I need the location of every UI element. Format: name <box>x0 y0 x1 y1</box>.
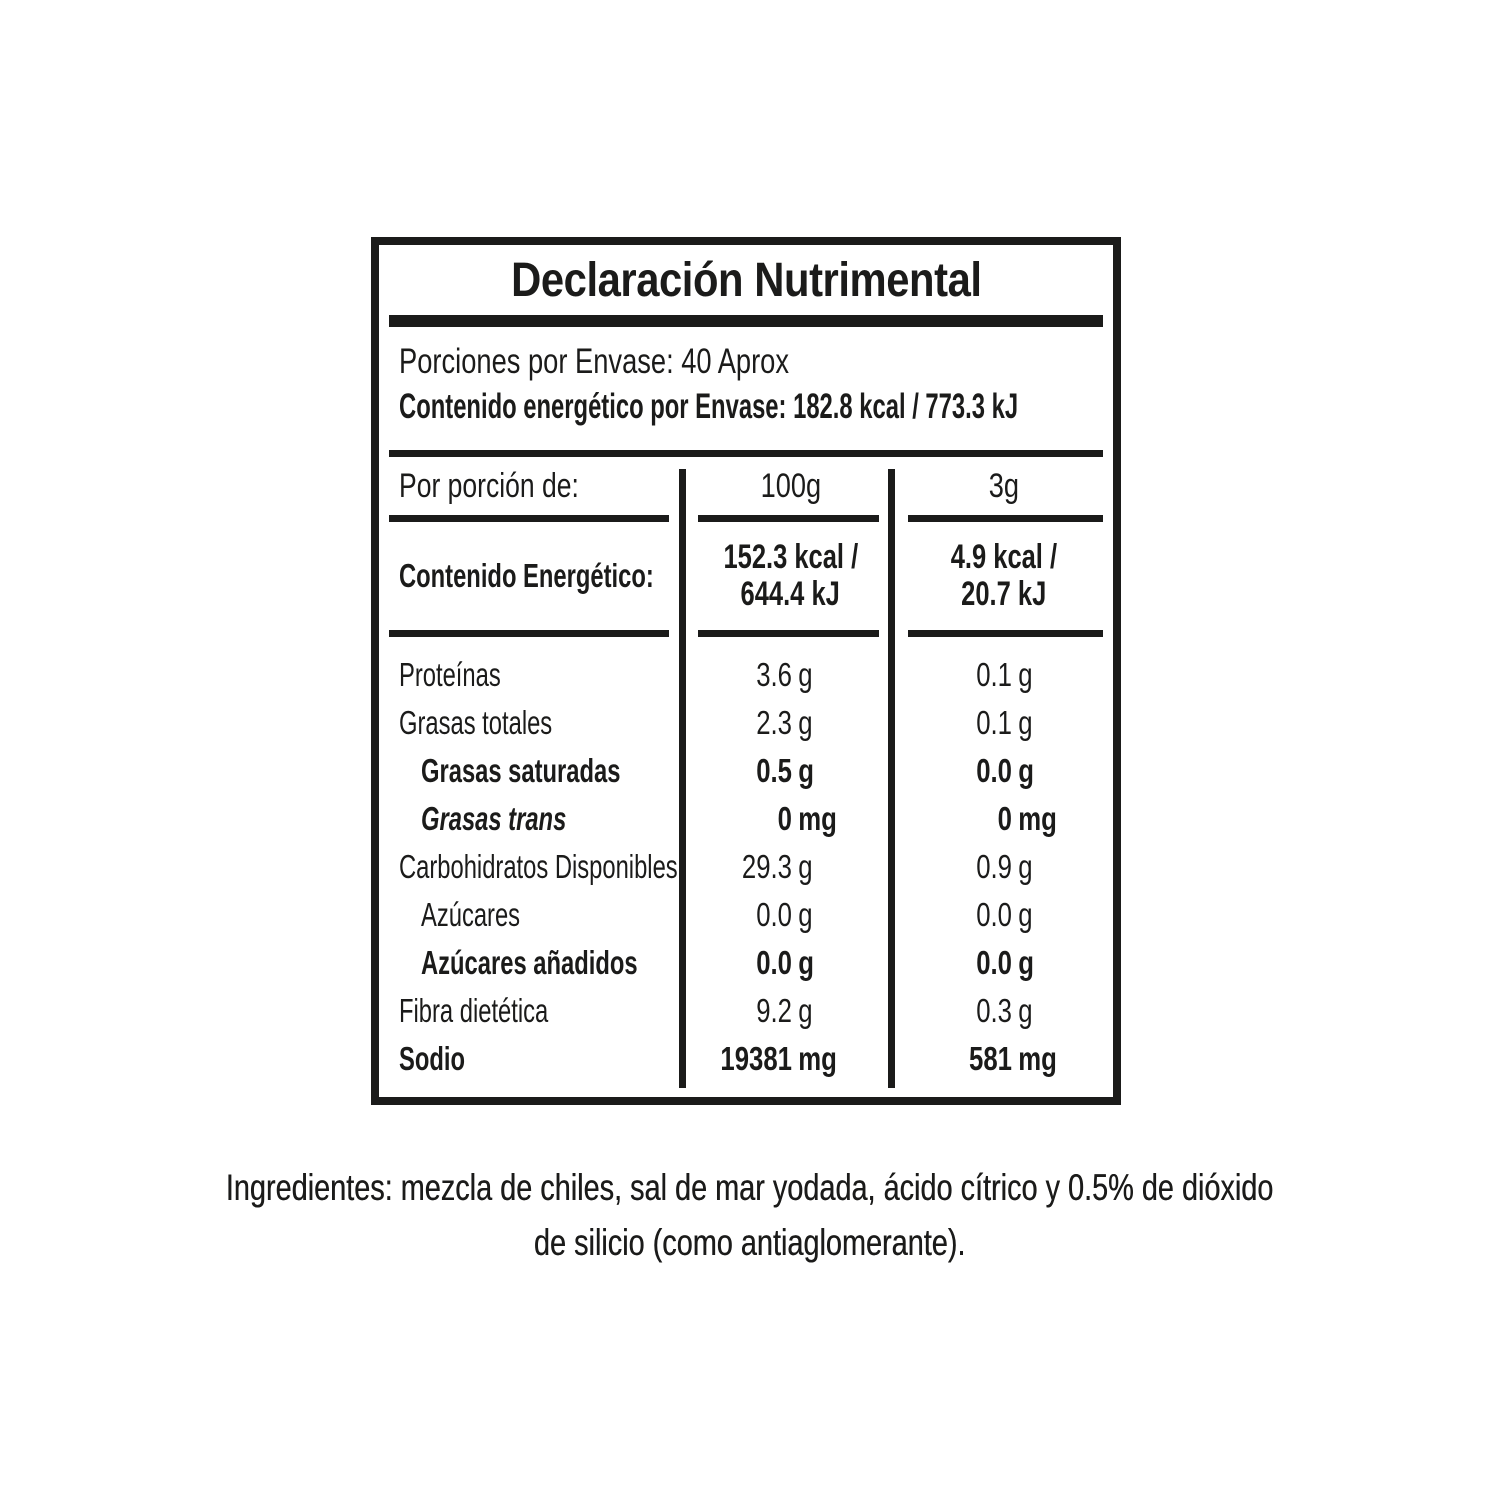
columns-grid: Por porción de: 100g 3g Contenido Energé… <box>379 457 1113 1088</box>
nutrient-value-3g: 0.0 <box>976 752 1012 789</box>
nutrient-value-100g: 0.0 <box>756 896 792 933</box>
nutrient-name: Grasas trans <box>421 800 567 837</box>
nutrient-value-100g: 19381 <box>720 1040 792 1077</box>
nutrient-value-3g: 0.3 <box>976 992 1012 1029</box>
nutrient-value-3g: 0.0 <box>976 944 1012 981</box>
nutrient-value-100g: 2.3 <box>756 704 792 741</box>
energy-label-cell: Contenido Energético: <box>379 557 686 595</box>
column-100g-label: 100g <box>760 466 821 505</box>
ingredients-line-2: de silicio (como antiaglomerante). <box>534 1222 966 1263</box>
nutrient-name: Carbohidratos Disponibles <box>399 848 678 885</box>
nutrient-name: Azúcares <box>421 896 521 933</box>
nutrient-name: Fibra dietética <box>399 992 549 1029</box>
column-divider-1 <box>679 469 686 1088</box>
nutrient-value-3g: 0.9 <box>976 848 1012 885</box>
section-divider-line <box>389 450 1103 457</box>
nutrient-value-100g: 29.3 <box>741 848 792 885</box>
nutrient-row-grasas-trans: Grasas trans 0 mg 0 mg <box>421 800 1057 837</box>
nutrient-rows: Proteínas 3.6 g 0.1 g Grasas totales 2.3 g … <box>379 637 1113 1083</box>
servings-per-package-line: Porciones por Envase: 40 Aprox <box>379 339 1113 384</box>
nutrient-name: Azúcares añadidos <box>421 944 638 981</box>
nutrient-name: Sodio <box>399 1040 465 1077</box>
nutrient-row-sodio: Sodio 19381 mg 581 mg <box>399 1040 1057 1077</box>
energy-per-package-text: Contenido energético por Envase: 182.8 k… <box>399 387 1019 426</box>
energy-content-row: Contenido Energético: 152.3 kcal / 644.4… <box>379 522 1113 630</box>
servings-per-package-text: Porciones por Envase: 40 Aprox <box>399 342 790 381</box>
nutrient-row-azucares-anadidos: Azúcares añadidos 0.0 g 0.0 g <box>421 944 1034 981</box>
column-3g-label: 3g <box>988 466 1020 505</box>
nutrient-value-3g: 581 <box>969 1040 1012 1077</box>
title-separator-bar <box>389 315 1103 327</box>
column-header-100g-cell: 100g <box>686 467 895 506</box>
package-info-section: Porciones por Envase: 40 Aprox Contenido… <box>379 327 1113 450</box>
nutrient-value-100g: 9.2 <box>756 992 792 1029</box>
nutrient-row-proteinas: Proteínas 3.6 g 0.1 g <box>399 656 1033 693</box>
energy-value-100g-cell: 152.3 kcal / 644.4 kJ <box>723 538 858 613</box>
energy-label: Contenido Energético: <box>399 557 654 594</box>
ingredients-paragraph: Ingredientes: mezcla de chiles, sal de m… <box>0 1160 1500 1270</box>
energy-per-package-line: Contenido energético por Envase: 182.8 k… <box>379 384 1113 429</box>
nutrient-row-grasas-saturadas: Grasas saturadas 0.5 g 0.0 g <box>421 752 1034 789</box>
column-divider-2 <box>888 469 895 1088</box>
nutrient-value-3g: 0.0 <box>976 896 1012 933</box>
column-header-3g-cell: 3g <box>895 467 1113 506</box>
table-title-row: Declaración Nutrimental <box>379 245 1113 315</box>
nutrient-row-grasas-totales: Grasas totales 2.3 g 0.1 g <box>399 704 1033 741</box>
nutrient-value-100g: 0.5 <box>756 752 792 789</box>
per-portion-label: Por porción de: <box>399 466 579 505</box>
nutrient-name: Grasas saturadas <box>421 752 621 789</box>
nutrient-value-3g: 0 <box>997 800 1012 837</box>
column-header-row: Por porción de: 100g 3g <box>379 457 1113 515</box>
table-title: Declaración Nutrimental <box>510 253 982 307</box>
nutrient-name: Grasas totales <box>399 704 553 741</box>
nutrient-value-3g: 0.1 <box>976 656 1012 693</box>
nutrient-name: Proteínas <box>399 656 501 693</box>
nutrient-row-fibra: Fibra dietética 9.2 g 0.3 g <box>399 992 1033 1029</box>
nutrient-value-100g: 0 <box>777 800 792 837</box>
ingredients-line-1: Ingredientes: mezcla de chiles, sal de m… <box>226 1167 1274 1208</box>
nutrient-value-100g: 3.6 <box>756 656 792 693</box>
energy-value-3g-cell: 4.9 kcal / 20.7 kJ <box>950 538 1058 613</box>
nutrition-facts-table: Declaración Nutrimental Porciones por En… <box>371 237 1121 1105</box>
column-header-label-cell: Por porción de: <box>379 467 686 506</box>
nutrient-value-3g: 0.1 <box>976 704 1012 741</box>
header-underline-row <box>379 515 1113 522</box>
nutrient-row-azucares: Azúcares 0.0 g 0.0 g <box>421 896 1033 933</box>
nutrient-value-100g: 0.0 <box>756 944 792 981</box>
nutrient-row-carbohidratos: Carbohidratos Disponibles 29.3 g 0.9 g <box>399 848 1033 885</box>
energy-underline-row <box>379 630 1113 637</box>
